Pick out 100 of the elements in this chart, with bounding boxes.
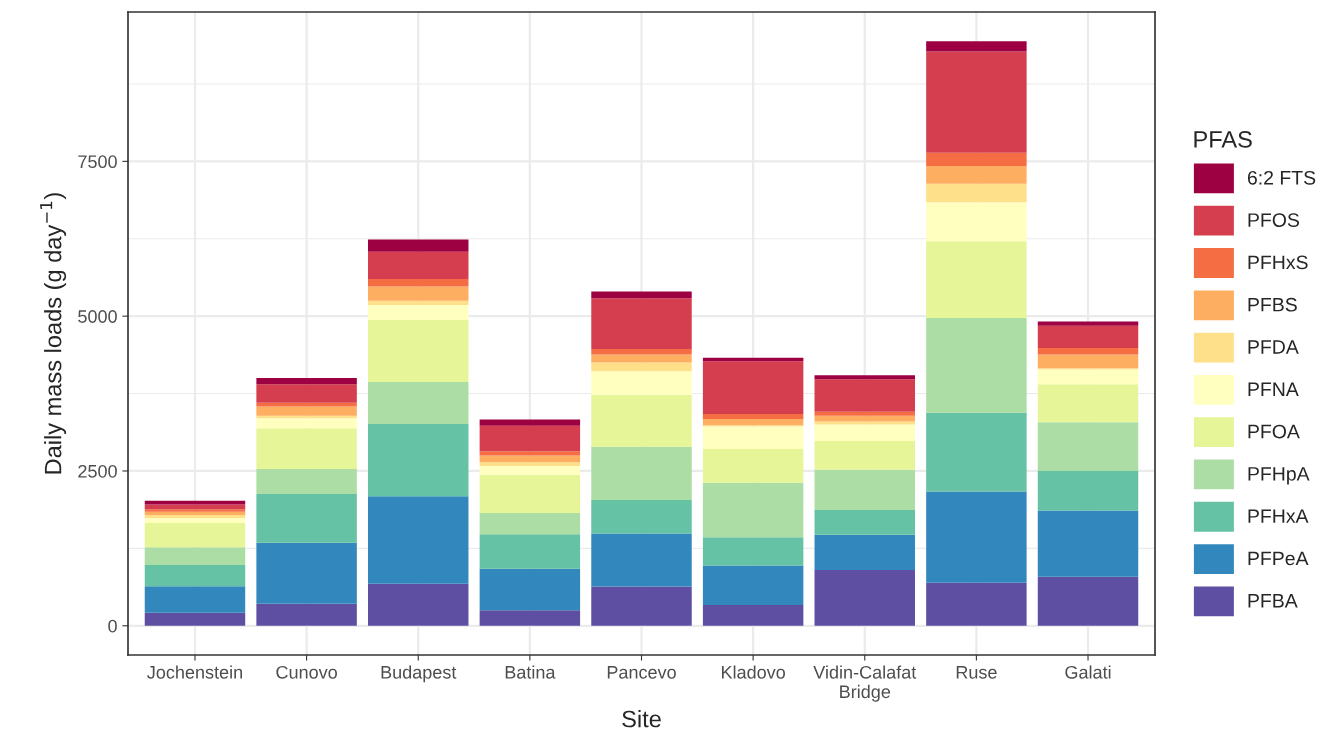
x-tick-label: Galati: [1065, 665, 1111, 679]
bar: [591, 394, 692, 447]
bar: [368, 496, 469, 584]
bar: [479, 455, 581, 463]
legend-title: PFAS: [1194, 131, 1252, 148]
bar: [702, 426, 804, 449]
bar: [256, 402, 357, 407]
bar: [591, 533, 692, 587]
bar: [368, 279, 469, 287]
bar: [368, 251, 469, 280]
bar: [926, 241, 1027, 319]
bar: [814, 375, 915, 380]
y-tick-label: 2500: [78, 464, 117, 478]
legend-label: PFHxA: [1248, 509, 1309, 523]
bar: [702, 448, 804, 483]
legend-label: PFPeA: [1248, 551, 1309, 566]
bar: [814, 469, 915, 510]
bar: [702, 537, 804, 566]
bar: [1037, 576, 1139, 626]
legend-label: PFHxS: [1248, 255, 1308, 270]
bar: [926, 51, 1027, 153]
bar: [256, 542, 357, 604]
bar: [479, 534, 581, 569]
bar: [256, 603, 357, 626]
bar: [1037, 422, 1139, 471]
x-tick-label: Vidin-Calafat Bridge: [813, 665, 917, 702]
y-tick-label: 0: [108, 619, 117, 633]
bar: [368, 382, 469, 424]
bar: [814, 379, 915, 412]
bar: [479, 568, 581, 611]
x-tick-label: Ruse: [956, 666, 997, 679]
bar: [926, 41, 1027, 52]
x-tick-label: Batina: [505, 665, 556, 679]
legend-label: PFBA: [1248, 594, 1298, 608]
bar: [144, 504, 246, 510]
bar: [256, 493, 357, 543]
bar: [479, 466, 581, 475]
bar: [1037, 369, 1139, 385]
bar: [591, 354, 692, 363]
bar: [368, 423, 469, 497]
bar: [591, 362, 692, 372]
bar: [926, 183, 1027, 203]
bar: [926, 318, 1027, 413]
bar: [256, 469, 357, 494]
bar: [926, 166, 1027, 184]
x-axis-title: Site: [622, 710, 661, 728]
bar: [479, 425, 581, 452]
bar: [256, 384, 357, 403]
bar: [479, 462, 581, 467]
bar: [256, 406, 357, 416]
x-tick-label: Budapest: [381, 665, 457, 683]
bar: [368, 305, 469, 320]
bar: [256, 428, 357, 470]
bar: [814, 570, 915, 626]
bar: [1037, 348, 1139, 355]
bar: [702, 418, 804, 426]
x-tick-label: Kladovo: [721, 665, 785, 679]
bar: [591, 298, 692, 349]
y-tick-label: 7500: [78, 155, 117, 169]
bar: [926, 582, 1027, 626]
bar: [814, 424, 915, 441]
bar: [814, 534, 915, 571]
legend-label: PFHpA: [1248, 467, 1310, 485]
legend-label: 6:2 FTS: [1247, 170, 1316, 185]
bar: [814, 411, 915, 416]
bar: [926, 202, 1027, 242]
bar: [1037, 470, 1139, 511]
bar: [368, 286, 469, 301]
x-tick-label: Pancevo: [607, 666, 676, 679]
bar: [144, 518, 246, 523]
x-tick-label: Jochenstein: [147, 665, 242, 679]
bar: [1037, 325, 1139, 349]
bar: [144, 547, 246, 566]
bar: [591, 371, 692, 395]
bar: [926, 152, 1027, 166]
bar: [814, 509, 915, 535]
legend-label: PFOS: [1248, 213, 1299, 227]
bar: [814, 421, 915, 425]
bar: [144, 565, 246, 587]
legend-label: PFDA: [1248, 340, 1299, 354]
bar: [144, 514, 246, 519]
bar: [256, 418, 357, 429]
legend-label: PFNA: [1248, 382, 1299, 396]
bar: [256, 378, 357, 385]
bar: [368, 300, 469, 306]
bar: [1037, 321, 1139, 326]
legend-label: PFBS: [1248, 297, 1297, 312]
bar: [814, 440, 915, 470]
bar: [702, 605, 804, 626]
bar: [591, 291, 692, 299]
bar: [1037, 354, 1139, 369]
bar: [591, 446, 692, 501]
bar: [479, 610, 581, 626]
bar: [479, 474, 581, 514]
bar: [591, 348, 692, 355]
y-axis-title: Daily mass loads (g day$^{−1}$): [40, 193, 67, 474]
bar: [1037, 510, 1139, 577]
legend-label: PFOA: [1248, 424, 1300, 439]
bar: [702, 565, 804, 606]
bar: [591, 500, 692, 534]
